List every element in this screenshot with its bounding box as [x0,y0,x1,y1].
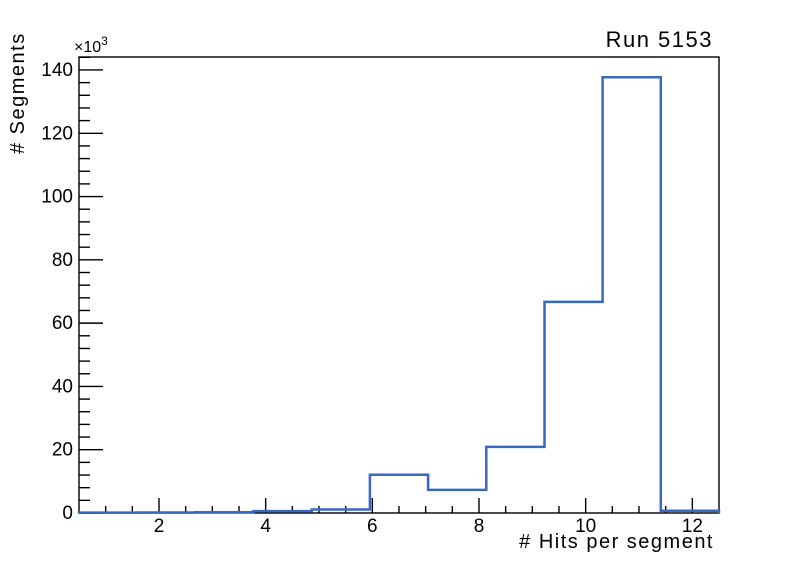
y-axis-exponent-label: ×103 [74,34,108,56]
y-tick-label: 0 [62,503,73,524]
x-tick-label: 2 [154,516,165,537]
y-tick-label: 100 [41,187,73,208]
x-axis-title: # Hits per segment [519,531,714,553]
exponent-base: ×10 [74,39,101,56]
y-tick-label: 40 [52,376,73,397]
chart-title: Run 5153 [606,27,713,52]
y-tick-label: 80 [52,250,73,271]
y-tick-label: 140 [41,60,73,81]
exponent-power: 3 [101,34,108,48]
x-tick-label: 8 [474,516,485,537]
y-tick-label: 60 [52,313,73,334]
y-axis-title: # Segments [7,32,29,154]
plot-frame [78,56,720,514]
y-tick-label: 20 [52,440,73,461]
x-tick-label: 4 [260,516,271,537]
y-tick-label: 120 [41,123,73,144]
x-tick-label: 12 [682,516,703,537]
histogram-line [77,76,721,514]
x-tick-label: 10 [575,516,596,537]
x-tick-label: 6 [367,516,378,537]
